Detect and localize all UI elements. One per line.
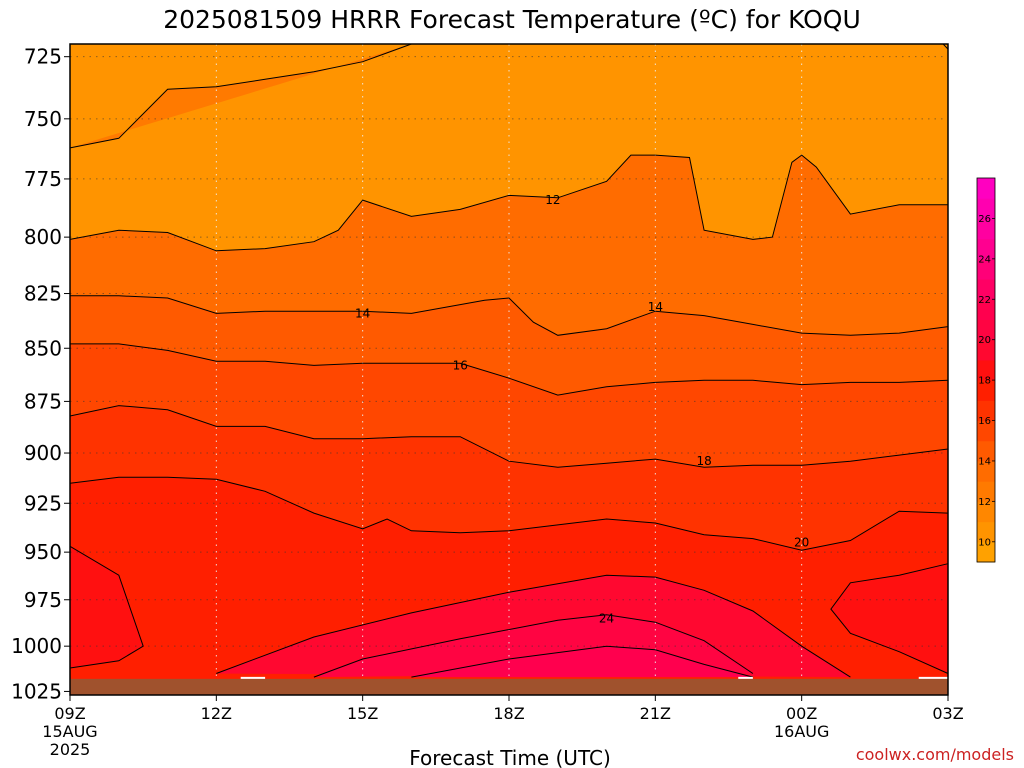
- y-tick-label: 975: [24, 588, 62, 612]
- colorbar-band: [977, 521, 995, 543]
- ground-bar: [70, 678, 948, 695]
- contour-label: 20: [794, 535, 809, 549]
- colorbar-band: [977, 420, 995, 442]
- y-tick-label: 800: [24, 225, 62, 249]
- fill-band-11: [70, 44, 412, 148]
- colorbar-band: [977, 359, 995, 381]
- contour-label: 12: [545, 193, 560, 207]
- contour-lines: [69, 43, 949, 678]
- contour-line: [830, 563, 949, 674]
- fill-band-17: [830, 563, 948, 674]
- y-tick-label: 875: [24, 389, 62, 413]
- colorbar-band: [977, 400, 995, 422]
- colorbar-band: [977, 339, 995, 361]
- contour-labels: 12 14 14 16 18 20 24: [355, 193, 809, 625]
- x-tick-year: 2025: [50, 740, 91, 759]
- y-tick-label: 725: [24, 45, 62, 69]
- x-tick-label: 03Z: [932, 704, 963, 723]
- contour-line: [69, 43, 412, 149]
- y-tick-label: 900: [24, 441, 62, 465]
- colorbar-band: [977, 440, 995, 462]
- colorbar-tick-label: 16: [978, 416, 991, 427]
- colorbar-band: [977, 380, 995, 401]
- colorbar-tick-label: 14: [978, 456, 991, 467]
- contour-label: 16: [453, 358, 468, 372]
- contour-line: [70, 295, 949, 336]
- contour-label: 24: [599, 611, 614, 625]
- y-tick-label: 1000: [11, 634, 62, 658]
- x-tick-date: 15AUG: [42, 722, 97, 741]
- contour-line: [313, 614, 754, 678]
- x-tick-label: 12Z: [201, 704, 232, 723]
- contour-line: [69, 154, 948, 252]
- colorbar: 10 12 14 16 18 20 22 24 26: [976, 177, 996, 563]
- colorbar-band: [977, 481, 995, 502]
- y-tick-label: 925: [24, 491, 62, 515]
- colorbar-frame: [976, 177, 996, 563]
- colorbar-tick-label: 22: [978, 295, 991, 306]
- colorbar-tick-label: 20: [978, 335, 991, 346]
- y-tick-label: 825: [24, 282, 62, 306]
- contour-line: [942, 43, 949, 50]
- y-tick-label: 775: [24, 167, 62, 191]
- contour-label: 18: [696, 454, 711, 468]
- contour-line: [69, 545, 144, 669]
- fill-band-17: [70, 546, 144, 668]
- colorbar-tick-label: 24: [978, 254, 991, 265]
- colorbar-tick-label: 10: [978, 537, 991, 548]
- x-axis-label: Forecast Time (UTC): [409, 746, 611, 768]
- credit-text: coolwx.com/models: [856, 745, 1014, 764]
- colorbar-band: [977, 238, 995, 260]
- contour-line: [70, 343, 949, 396]
- x-tick-date: 16AUG: [774, 722, 829, 741]
- contour-label: 14: [648, 300, 663, 314]
- colorbar-band: [977, 541, 995, 563]
- colorbar-band: [977, 198, 995, 219]
- x-tick-label: 00Z: [786, 704, 817, 723]
- colorbar-band: [977, 460, 995, 482]
- x-tick-label: 09Z: [54, 704, 85, 723]
- colorbar-tick-label: 12: [978, 497, 991, 508]
- y-axis: 725 750 775 800 825 850 875 900 925 950 975 1000 102…: [11, 45, 70, 703]
- y-tick-label: 1025: [11, 679, 62, 703]
- contour-line: [411, 645, 754, 678]
- colorbar-band: [977, 501, 995, 523]
- colorbar-band: [977, 258, 995, 280]
- y-tick-label: 850: [24, 336, 62, 360]
- temperature-fill: [70, 44, 948, 696]
- ground-surface: [70, 676, 948, 695]
- colorbar-tick-label: 26: [978, 214, 991, 225]
- contour-label: 14: [355, 306, 370, 320]
- contour-line: [216, 574, 851, 678]
- colorbar-tick-label: 18: [978, 376, 991, 387]
- x-tick-label: 15Z: [347, 704, 378, 723]
- x-tick-label: 18Z: [493, 704, 524, 723]
- contour-line: [69, 405, 949, 468]
- colorbar-band: [977, 299, 995, 320]
- y-tick-label: 750: [24, 107, 62, 131]
- contour-line: [69, 476, 949, 551]
- chart-title: 2025081509 HRRR Forecast Temperature (ºC…: [163, 5, 861, 34]
- colorbar-band: [977, 319, 995, 341]
- x-tick-label: 21Z: [640, 704, 671, 723]
- colorbar-band: [977, 218, 995, 240]
- colorbar-band: [977, 279, 995, 300]
- y-tick-label: 950: [24, 540, 62, 564]
- colorbar-band: [977, 178, 995, 199]
